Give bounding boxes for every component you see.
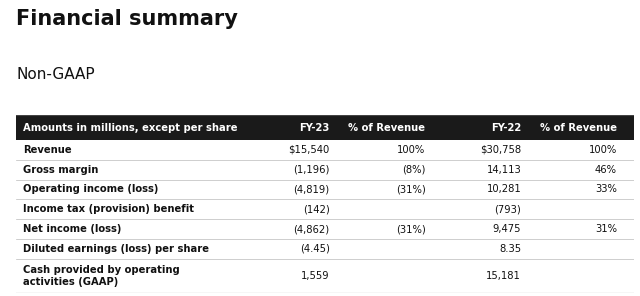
Text: Net income (loss): Net income (loss) — [24, 224, 122, 234]
Text: FY-22: FY-22 — [491, 123, 521, 133]
Text: % of Revenue: % of Revenue — [348, 123, 426, 133]
Text: (1,196): (1,196) — [293, 165, 330, 175]
Text: Income tax (provision) benefit: Income tax (provision) benefit — [24, 204, 195, 214]
Text: (4.45): (4.45) — [300, 244, 330, 254]
Text: (31%): (31%) — [396, 224, 426, 234]
Bar — [16, 115, 634, 140]
Text: (31%): (31%) — [396, 184, 426, 194]
Text: Revenue: Revenue — [24, 145, 72, 155]
Text: Financial summary: Financial summary — [16, 9, 238, 29]
Text: 33%: 33% — [595, 184, 617, 194]
Bar — [16, 200, 634, 219]
Bar — [16, 219, 634, 239]
Text: FY-23: FY-23 — [300, 123, 330, 133]
Bar — [16, 160, 634, 179]
Text: (4,862): (4,862) — [294, 224, 330, 234]
Text: $30,758: $30,758 — [480, 145, 521, 155]
Text: (793): (793) — [495, 204, 521, 214]
Text: 100%: 100% — [589, 145, 617, 155]
Text: Non-GAAP: Non-GAAP — [16, 67, 95, 83]
Text: 15,181: 15,181 — [486, 271, 521, 281]
Bar — [16, 259, 634, 293]
Text: 1,559: 1,559 — [301, 271, 330, 281]
Text: 14,113: 14,113 — [486, 165, 521, 175]
Text: % of Revenue: % of Revenue — [540, 123, 617, 133]
Bar — [16, 179, 634, 200]
Text: 9,475: 9,475 — [493, 224, 521, 234]
Text: 46%: 46% — [595, 165, 617, 175]
Text: (8%): (8%) — [402, 165, 426, 175]
Text: 100%: 100% — [397, 145, 426, 155]
Text: $15,540: $15,540 — [289, 145, 330, 155]
Bar — [16, 239, 634, 259]
Text: 31%: 31% — [595, 224, 617, 234]
Text: 8.35: 8.35 — [499, 244, 521, 254]
Bar — [16, 140, 634, 160]
Text: Amounts in millions, except per share: Amounts in millions, except per share — [24, 123, 238, 133]
Text: Cash provided by operating
activities (GAAP): Cash provided by operating activities (G… — [24, 265, 180, 287]
Text: (142): (142) — [303, 204, 330, 214]
Text: 10,281: 10,281 — [486, 184, 521, 194]
Text: (4,819): (4,819) — [294, 184, 330, 194]
Text: Diluted earnings (loss) per share: Diluted earnings (loss) per share — [24, 244, 209, 254]
Text: Operating income (loss): Operating income (loss) — [24, 184, 159, 194]
Text: Gross margin: Gross margin — [24, 165, 99, 175]
